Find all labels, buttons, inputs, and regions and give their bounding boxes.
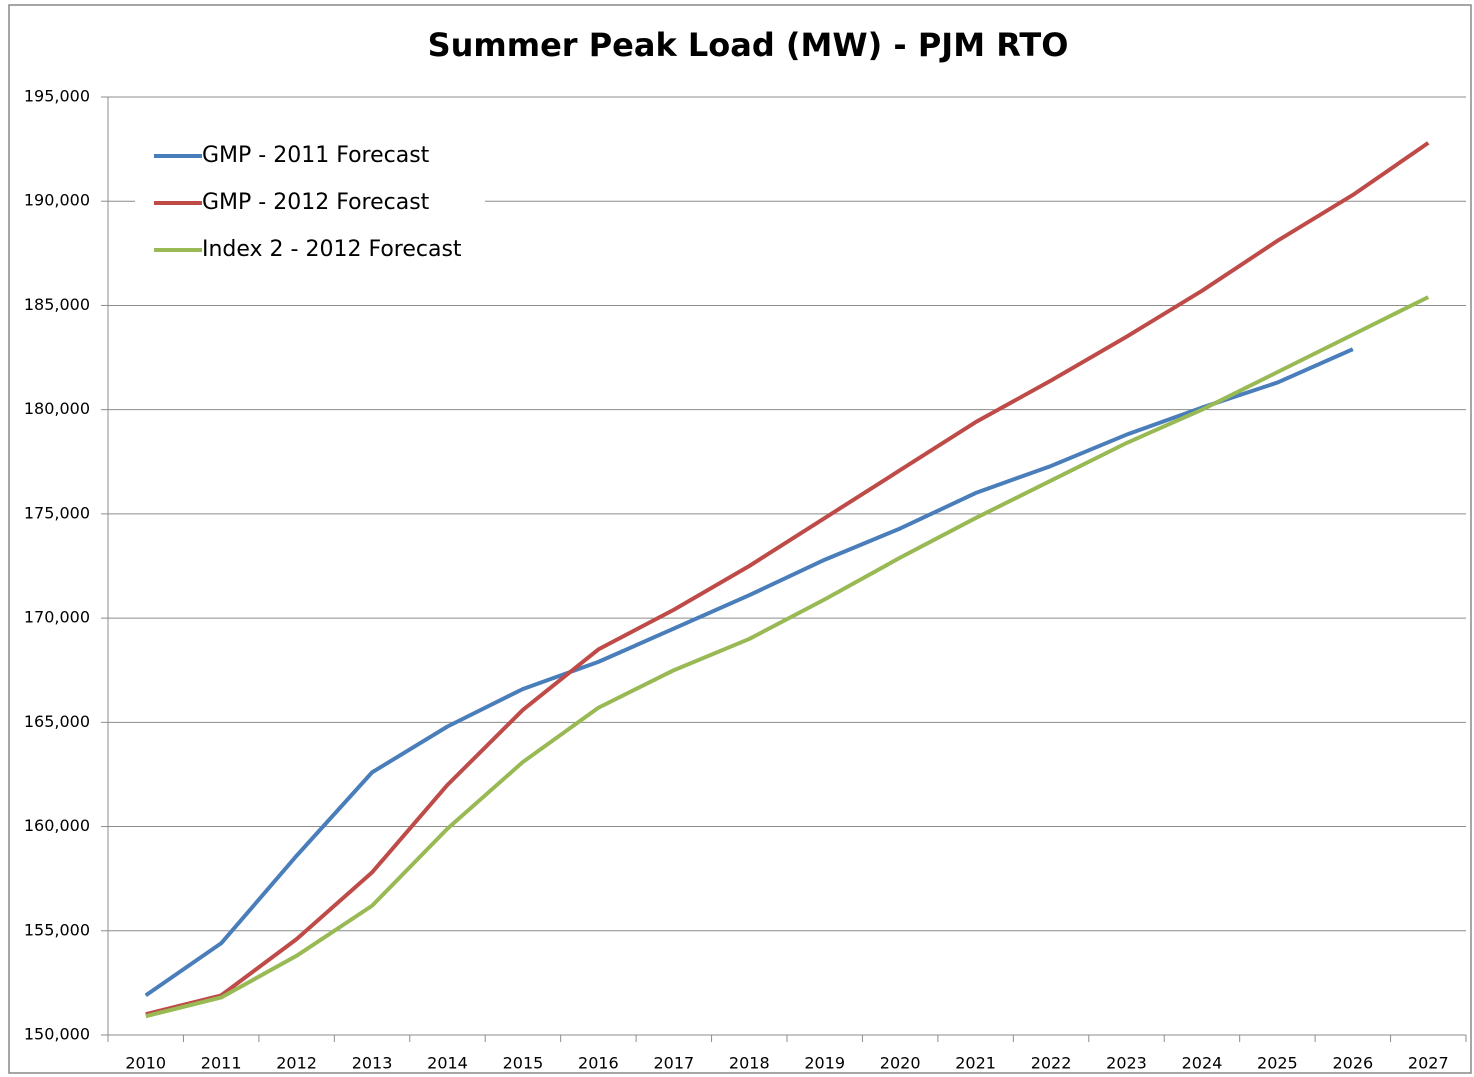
x-tick-label: 2011 (201, 1054, 242, 1073)
x-tick-label: 2018 (729, 1054, 770, 1073)
y-tick-label: 190,000 (24, 191, 90, 210)
y-tick-label: 180,000 (24, 399, 90, 418)
series-line (144, 347, 1354, 998)
x-tick-label: 2012 (276, 1054, 317, 1073)
x-tick-label: 2023 (1106, 1054, 1147, 1073)
x-tick-label: 2025 (1257, 1054, 1298, 1073)
x-tick-label: 2015 (503, 1054, 544, 1073)
y-tick-label: 195,000 (24, 87, 90, 106)
x-tick-label: 2014 (427, 1054, 468, 1073)
x-tick-label: 2017 (653, 1054, 694, 1073)
legend-label: GMP - 2012 Forecast (202, 190, 430, 215)
x-tick-label: 2019 (804, 1054, 845, 1073)
x-tick-label: 2024 (1182, 1054, 1223, 1073)
x-tick-label: 2021 (955, 1054, 996, 1073)
y-tick-label: 155,000 (24, 920, 90, 939)
series-line (145, 295, 1430, 1019)
y-tick-label: 185,000 (24, 295, 90, 314)
x-tick-label: 2010 (125, 1054, 166, 1073)
y-tick-label: 150,000 (24, 1025, 90, 1044)
y-tick-label: 165,000 (24, 712, 90, 731)
legend-label: Index 2 - 2012 Forecast (202, 237, 462, 262)
x-tick-label: 2022 (1031, 1054, 1072, 1073)
x-tick-label: 2016 (578, 1054, 619, 1073)
legend-label: GMP - 2011 Forecast (202, 143, 430, 168)
y-tick-label: 175,000 (24, 503, 90, 522)
y-tick-label: 160,000 (24, 816, 90, 835)
x-tick-label: 2013 (352, 1054, 393, 1073)
y-tick-label: 170,000 (24, 608, 90, 627)
x-tick-label: 2020 (880, 1054, 921, 1073)
x-tick-label: 2026 (1332, 1054, 1373, 1073)
x-tick-label: 2027 (1408, 1054, 1449, 1073)
chart-title: Summer Peak Load (MW) - PJM RTO (428, 26, 1069, 64)
series-line (145, 141, 1430, 1017)
